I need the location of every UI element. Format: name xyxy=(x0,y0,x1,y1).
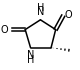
Text: N: N xyxy=(27,50,34,60)
Text: H: H xyxy=(37,3,44,13)
Text: O: O xyxy=(1,25,8,35)
Text: O: O xyxy=(65,10,72,20)
Text: H: H xyxy=(27,55,34,65)
Text: N: N xyxy=(37,7,44,17)
